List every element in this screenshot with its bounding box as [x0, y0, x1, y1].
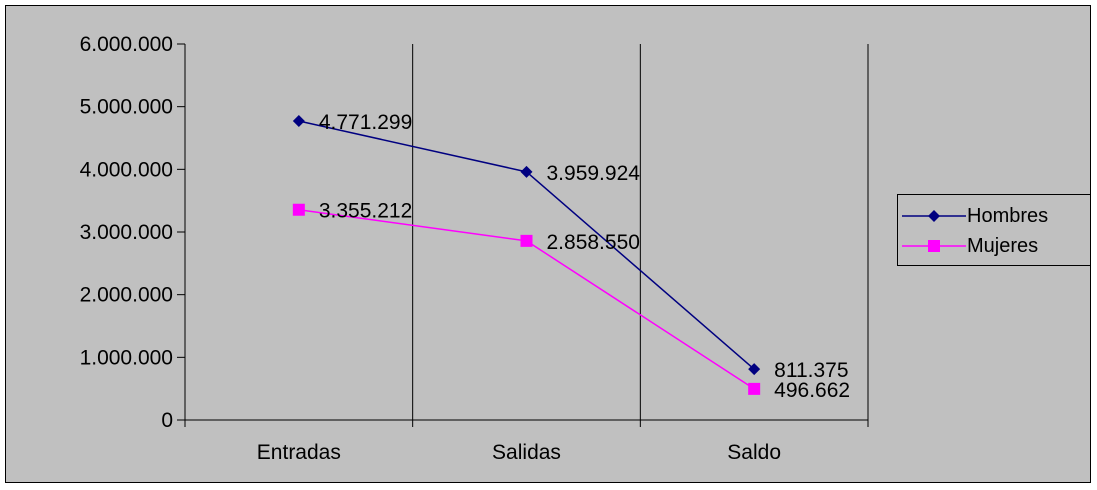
data-label-hombres: 4.771.299 — [319, 111, 412, 134]
x-tick-label: Salidas — [492, 441, 561, 464]
x-axis-tick-labels: Entradas Salidas Saldo — [257, 441, 781, 464]
data-point-mujeres — [520, 234, 533, 247]
x-tick-label: Entradas — [257, 441, 341, 464]
axes — [177, 43, 869, 427]
legend-label-mujeres: Mujeres — [967, 235, 1039, 257]
legend-item-mujeres: Mujeres — [898, 231, 1090, 261]
data-labels: 4.771.299 3.959.924 811.375 3.355.212 2.858.… — [319, 111, 850, 402]
data-point-mujeres — [748, 382, 761, 395]
data-point-mujeres — [292, 203, 305, 216]
series-lines — [292, 114, 761, 395]
y-tick-label: 3.000.000 — [80, 221, 173, 244]
x-tick-label: Saldo — [727, 441, 781, 464]
legend: Hombres Mujeres — [897, 194, 1091, 266]
y-tick-label: 6.000.000 — [80, 33, 173, 56]
data-point-hombres — [520, 165, 533, 178]
data-label-mujeres: 496.662 — [774, 379, 850, 402]
data-label-mujeres: 3.355.212 — [319, 200, 412, 223]
y-axis-tick-labels: 0 1.000.000 2.000.000 3.000.000 4.000.000 5.0… — [80, 33, 173, 432]
y-tick-label: 5.000.000 — [80, 96, 173, 119]
data-point-hombres — [748, 363, 761, 376]
legend-swatch-mujeres — [902, 240, 966, 252]
data-label-mujeres: 2.858.550 — [547, 231, 640, 254]
y-tick-label: 4.000.000 — [80, 158, 173, 181]
data-label-hombres: 811.375 — [774, 359, 848, 382]
data-label-hombres: 3.959.924 — [547, 162, 641, 185]
legend-label-hombres: Hombres — [967, 205, 1049, 227]
data-point-hombres — [292, 114, 305, 127]
vertical-gridlines — [412, 44, 869, 420]
y-tick-label: 2.000.000 — [80, 284, 173, 307]
legend-swatch-hombres — [902, 210, 966, 222]
y-tick-label: 0 — [161, 409, 173, 432]
legend-item-hombres: Hombres — [898, 201, 1090, 231]
y-tick-label: 1.000.000 — [80, 346, 173, 369]
